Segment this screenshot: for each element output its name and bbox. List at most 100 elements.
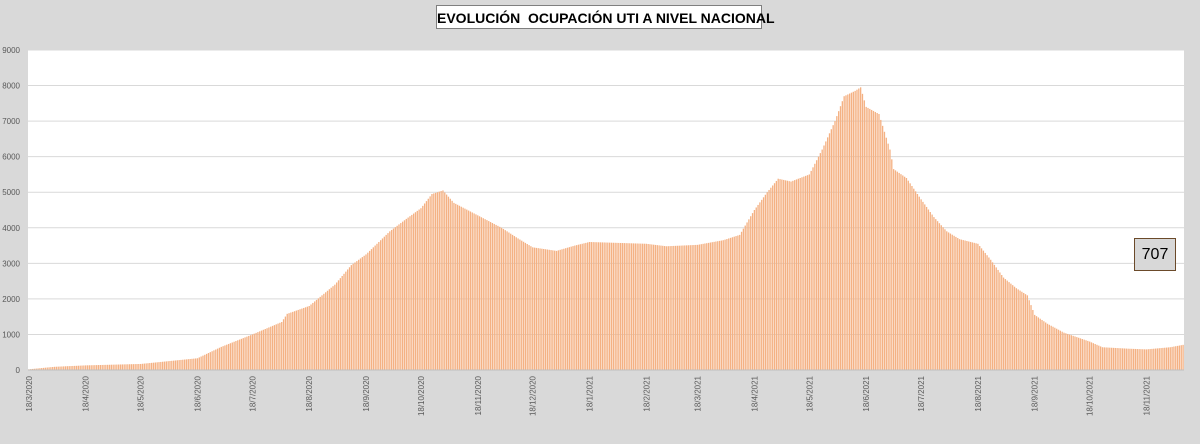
bar — [359, 258, 362, 370]
bar — [744, 225, 746, 370]
bar — [1167, 347, 1170, 370]
bar — [790, 181, 792, 370]
bar — [977, 243, 979, 370]
bar — [779, 179, 781, 370]
bar — [270, 326, 272, 370]
bar — [94, 365, 96, 370]
bar — [808, 174, 811, 370]
bar — [347, 269, 349, 370]
bar — [220, 346, 222, 370]
bar — [634, 243, 636, 370]
bar — [315, 299, 318, 370]
bar — [337, 280, 340, 370]
bar — [894, 170, 897, 370]
bar — [674, 245, 677, 370]
bar — [194, 358, 197, 370]
x-tick-label: 18/6/2020 — [193, 375, 202, 411]
bar — [805, 175, 807, 370]
bar — [834, 121, 836, 370]
bar — [849, 93, 851, 370]
bar — [381, 238, 384, 370]
bar — [673, 245, 675, 370]
bar — [477, 215, 479, 370]
bar — [282, 319, 285, 370]
bar — [991, 262, 994, 370]
bar — [286, 313, 288, 370]
bar — [121, 364, 124, 370]
bar — [999, 272, 1001, 370]
bar — [1136, 349, 1138, 370]
bar — [478, 216, 481, 370]
x-tick-label: 18/10/2021 — [1086, 375, 1095, 416]
bar — [55, 366, 58, 370]
bar — [687, 245, 690, 370]
bar — [172, 360, 175, 370]
bar — [412, 213, 415, 370]
bar — [202, 355, 204, 370]
bar — [1078, 337, 1080, 370]
bar — [213, 350, 215, 370]
bar — [810, 170, 812, 370]
bar — [242, 338, 244, 370]
bar — [610, 242, 613, 370]
x-tick-label: 18/9/2020 — [362, 375, 371, 411]
bar — [883, 131, 886, 370]
bar — [658, 245, 660, 370]
bar — [129, 364, 131, 370]
bar — [97, 365, 100, 370]
y-tick-label: 3000 — [2, 259, 20, 268]
bar — [1050, 325, 1052, 370]
bar — [936, 221, 939, 370]
bar — [86, 365, 89, 370]
bar — [863, 100, 865, 371]
bar — [455, 203, 457, 370]
bar — [141, 363, 144, 370]
bar — [1175, 346, 1177, 370]
bar — [726, 239, 728, 370]
bar — [922, 201, 924, 370]
bar — [334, 284, 336, 370]
x-tick-label: 18/8/2021 — [974, 375, 983, 411]
bar — [1154, 348, 1157, 370]
bar — [951, 234, 953, 370]
bar — [1085, 340, 1087, 370]
bar — [187, 359, 189, 370]
bar — [841, 101, 843, 370]
bar — [599, 242, 602, 370]
bar — [398, 224, 400, 370]
bar — [739, 234, 741, 370]
bar — [724, 239, 726, 370]
bar — [1004, 279, 1007, 370]
bar — [369, 250, 371, 370]
bar — [576, 245, 578, 370]
bar — [533, 247, 536, 370]
bar — [447, 196, 450, 370]
bar — [1035, 316, 1038, 370]
x-tick-label: 18/11/2020 — [474, 375, 483, 415]
bar — [949, 233, 952, 370]
bar — [387, 233, 389, 370]
bar — [733, 236, 735, 370]
bar — [182, 359, 184, 370]
bar — [75, 365, 78, 370]
bar — [669, 246, 671, 370]
bar — [933, 217, 935, 370]
bar — [394, 227, 396, 370]
bar — [1048, 324, 1051, 370]
bar — [238, 339, 241, 370]
bar — [797, 178, 800, 370]
bar — [918, 196, 920, 370]
bar — [559, 249, 561, 370]
bar — [35, 368, 37, 370]
bar — [160, 361, 162, 370]
bar — [226, 344, 228, 370]
bar — [167, 361, 169, 370]
bar — [1110, 347, 1113, 370]
bar — [821, 149, 823, 370]
bar — [33, 368, 36, 370]
bar — [1074, 336, 1076, 370]
bar — [746, 222, 748, 370]
bar — [1116, 348, 1118, 370]
bar — [740, 231, 743, 370]
bar — [1114, 347, 1116, 370]
